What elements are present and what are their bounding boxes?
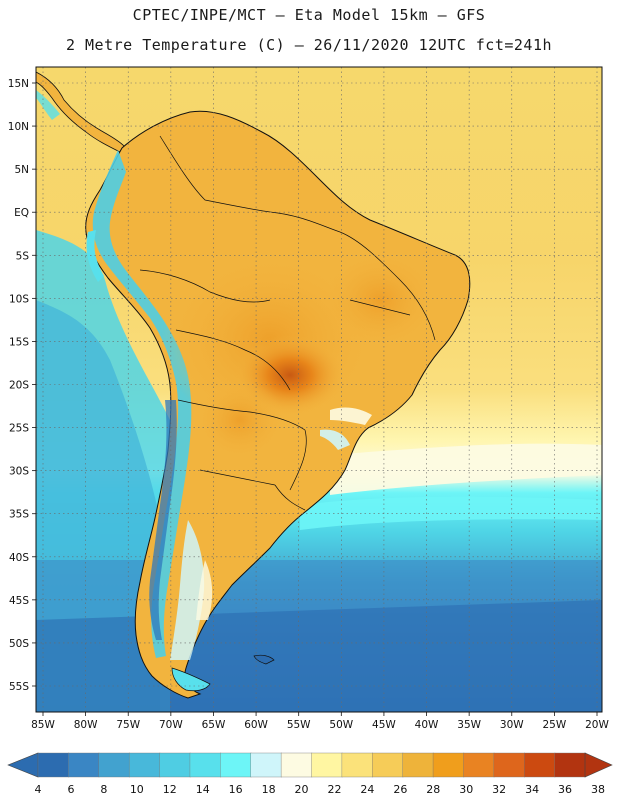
colorbar-label: 26 — [393, 783, 407, 796]
colorbar-swatch — [432, 752, 465, 778]
longitude-label: 85W — [31, 719, 55, 731]
longitude-label: 60W — [244, 719, 268, 731]
colorbar-label: 4 — [35, 783, 42, 796]
latitude-label: 5N — [14, 164, 29, 176]
longitude-label: 80W — [74, 719, 98, 731]
patagonia-pale — [196, 560, 213, 620]
longitude-label: 45W — [372, 719, 396, 731]
colorbar-swatch — [372, 752, 404, 778]
colorbar-label: 10 — [130, 783, 144, 796]
patagonia-cool — [170, 520, 205, 660]
colorbar-min-arrow — [7, 752, 39, 778]
latitude-label: 20S — [9, 380, 29, 392]
colorbar: 4 6 8 10 12 14 16 18 20 22 24 26 28 30 32 34 36 38 — [7, 752, 613, 796]
southern-brazil-cool-pocket — [320, 429, 350, 450]
chaco-warm-zone — [195, 380, 285, 460]
latitude-label: EQ — [14, 207, 29, 219]
colorbar-swatch — [463, 752, 495, 778]
longitude-label: 70W — [159, 719, 183, 731]
latitude-label: 50S — [9, 638, 29, 650]
subtropical-pale-band — [330, 443, 602, 495]
latitude-label: 35S — [9, 509, 29, 521]
longitude-label: 65W — [202, 719, 226, 731]
colorbar-swatch — [68, 752, 100, 778]
ecuador-coast-cool — [86, 230, 104, 282]
map-title-line-2: 2 Metre Temperature (C) – 26/11/2020 12U… — [65, 36, 553, 54]
andes-cold-core — [149, 400, 177, 640]
colorbar-label: 38 — [591, 783, 605, 796]
longitude-label: 75W — [116, 719, 140, 731]
southeast-cool-pocket — [330, 407, 372, 425]
colorbar-swatch — [311, 752, 343, 778]
colorbar-label: 6 — [67, 783, 74, 796]
falkland-islands — [253, 654, 275, 665]
colorbar-label: 22 — [327, 783, 341, 796]
latitude-axis: 15N 10N 5N EQ 5S 10S 15S 20S 25S 30S 35S 40S 45S 50S 5… — [8, 78, 36, 693]
colorbar-label: 32 — [492, 783, 506, 796]
colorbar-label: 20 — [295, 783, 309, 796]
colorbar-swatch — [37, 752, 70, 778]
colorbar-label: 28 — [426, 783, 440, 796]
country-borders — [139, 135, 436, 511]
colorbar-swatch — [402, 752, 434, 778]
colorbar-max-arrow — [584, 752, 613, 778]
latitude-label: 55S — [9, 681, 29, 693]
northeast-warm-zone — [320, 250, 440, 350]
colorbar-swatch — [524, 752, 556, 778]
subtropical-cool-band — [300, 496, 602, 530]
longitude-label: 25W — [543, 719, 567, 731]
colorbar-swatch — [128, 752, 161, 778]
latitude-label: 5S — [16, 250, 30, 262]
andes-cool-strip — [92, 150, 192, 658]
longitude-label: 40W — [415, 719, 439, 731]
latitude-label: 10S — [9, 293, 29, 305]
colorbar-label: 8 — [100, 783, 107, 796]
colorbar-label: 18 — [262, 783, 276, 796]
longitude-label: 55W — [287, 719, 311, 731]
latitude-label: 40S — [9, 552, 29, 564]
latitude-label: 25S — [9, 423, 29, 435]
colorbar-label: 16 — [229, 783, 243, 796]
latitude-label: 15S — [9, 336, 29, 348]
colorbar-swatch — [280, 752, 313, 778]
colorbar-label: 30 — [459, 783, 473, 796]
longitude-axis: 85W 80W 75W 70W 65W 60W 55W 50W 45W 40W 35W 30W 25W 2… — [31, 712, 609, 731]
colorbar-swatch — [554, 752, 586, 778]
colorbar-swatch — [220, 752, 252, 778]
colorbar-swatch — [341, 752, 373, 778]
latitude-label: 15N — [8, 78, 29, 90]
longitude-label: 30W — [500, 719, 524, 731]
map-frame — [35, 66, 603, 713]
map-title-line-1: CPTEC/INPE/MCT – Eta Model 15km – GFS — [132, 6, 486, 24]
tierra-del-fuego — [171, 667, 211, 692]
colorbar-swatch — [250, 752, 282, 778]
longitude-label: 35W — [457, 719, 481, 731]
colorbar-label: 36 — [558, 783, 572, 796]
latitude-label: 10N — [8, 121, 29, 133]
colorbar-label: 12 — [163, 783, 177, 796]
colorbar-label: 14 — [196, 783, 210, 796]
colorbar-swatch — [159, 752, 191, 778]
colorbar-label: 34 — [525, 783, 539, 796]
central-america-highland — [36, 90, 60, 120]
colorbar-label: 24 — [360, 783, 374, 796]
longitude-label: 50W — [329, 719, 353, 731]
latitude-label: 30S — [9, 466, 29, 478]
colorbar-swatch — [189, 752, 222, 778]
colorbar-swatch — [98, 752, 130, 778]
longitude-label: 20W — [585, 719, 609, 731]
colorbar-swatch — [493, 752, 525, 778]
latitude-label: 45S — [9, 595, 29, 607]
